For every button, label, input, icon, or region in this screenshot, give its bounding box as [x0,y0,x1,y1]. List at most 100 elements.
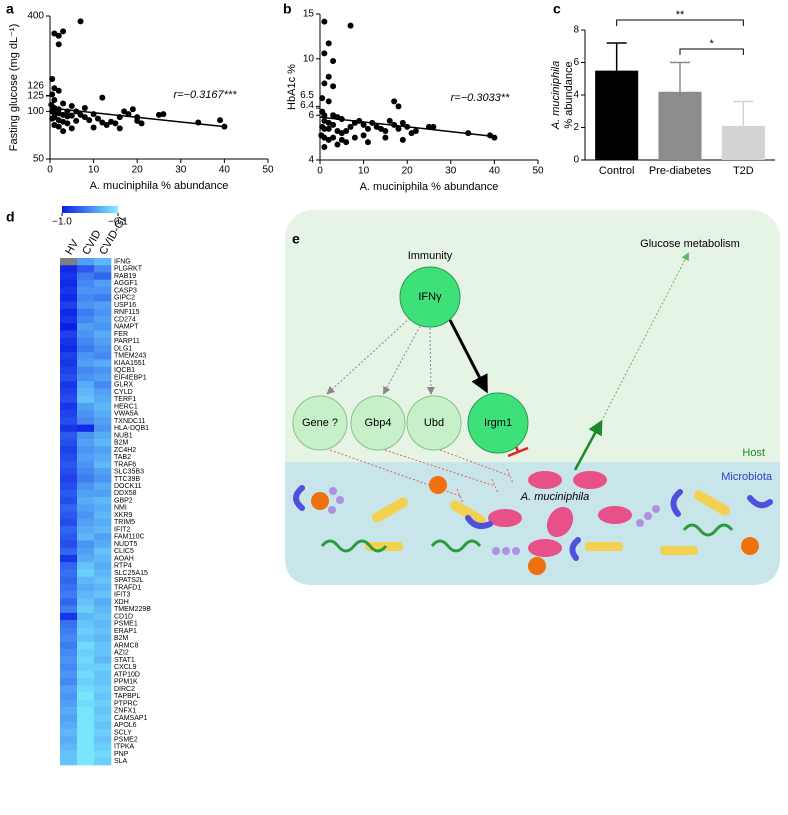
point [99,119,106,126]
cell [60,460,78,469]
row-label: ITPKA [114,744,135,751]
cell [77,439,95,447]
point [60,28,67,35]
cell [60,692,78,701]
cell [60,344,78,353]
point [391,98,398,105]
edge [326,317,411,395]
point [399,119,406,126]
error-bar [670,61,690,92]
cell [94,424,112,433]
row-label: SLA [114,758,128,765]
cell [94,721,112,730]
cell [94,692,112,701]
cell [94,344,112,353]
microbiota-region [285,462,780,585]
point [347,123,354,130]
cell [94,569,112,577]
point [49,115,56,122]
row-label: USP16 [114,302,136,309]
cell [60,337,78,346]
row-label: AOAH [114,555,134,562]
row-label: VWA5A [114,411,139,418]
cell [77,359,95,367]
y-tick-label: 10 [303,53,315,64]
cell [94,301,112,309]
cell [94,670,112,679]
node-label: Gbp4 [365,417,392,429]
y-tick-label: 100 [27,106,44,117]
cell [77,641,95,650]
cell [60,576,78,585]
point [325,40,332,47]
point [81,114,88,121]
cell [94,294,112,302]
cell [77,323,95,331]
point [68,112,75,119]
cell [60,678,78,686]
point [94,115,101,122]
point [343,128,350,135]
cell [77,728,95,737]
inhibition [439,449,514,484]
edge [448,319,488,394]
inhibition [329,449,464,504]
point [64,120,71,127]
row-label: TRAF6 [114,461,136,468]
row-label: B2M [114,635,129,642]
cell [94,431,112,440]
host-label: Host [742,447,765,459]
cell [94,323,112,331]
cell [94,663,112,672]
x-tick-label: 50 [532,166,544,177]
row-label: APOL6 [114,722,137,729]
row-label: NMI [114,505,127,512]
cell [77,554,95,563]
row-label: TERF1 [114,396,136,403]
cell [60,591,78,599]
row-label: ARMC8 [114,642,139,649]
point [81,104,88,111]
cell [60,547,78,556]
row-label: CD274 [114,316,136,323]
cell [60,395,78,404]
row-label: KIAA1551 [114,360,146,367]
cell [77,707,95,715]
cell [94,446,112,454]
cell [60,743,78,751]
cell [77,757,95,766]
row-label: FAM110C [114,534,145,541]
cell [77,279,95,288]
cell [60,569,78,577]
cell [60,308,78,317]
cell [77,475,95,483]
x-tick-label: 30 [445,166,457,177]
cell [94,547,112,556]
annotation: r=−0.3033** [451,92,510,104]
row-label: GLRX [114,382,133,389]
cell [94,410,112,418]
cell [94,388,112,396]
cell [94,540,112,549]
row-label: SLC25A15 [114,570,148,577]
cell [77,736,95,744]
cell [94,337,112,346]
y-tick-label: 0 [573,155,579,166]
x-tick-label: Control [599,165,634,177]
cell [77,678,95,686]
cell [94,468,112,476]
cell [60,410,78,418]
cell [60,402,78,411]
point [99,94,106,101]
glucose-label: Glucose metabolism [640,238,740,250]
node-label: Irgm1 [484,417,512,429]
cell [60,656,78,664]
cell [60,424,78,433]
panel-letter: e [292,231,300,247]
row-label: PLGRKT [114,266,143,273]
cell [60,670,78,679]
panel-letter: c [553,1,561,17]
cell [77,576,95,585]
node [406,395,462,451]
point [51,85,58,92]
